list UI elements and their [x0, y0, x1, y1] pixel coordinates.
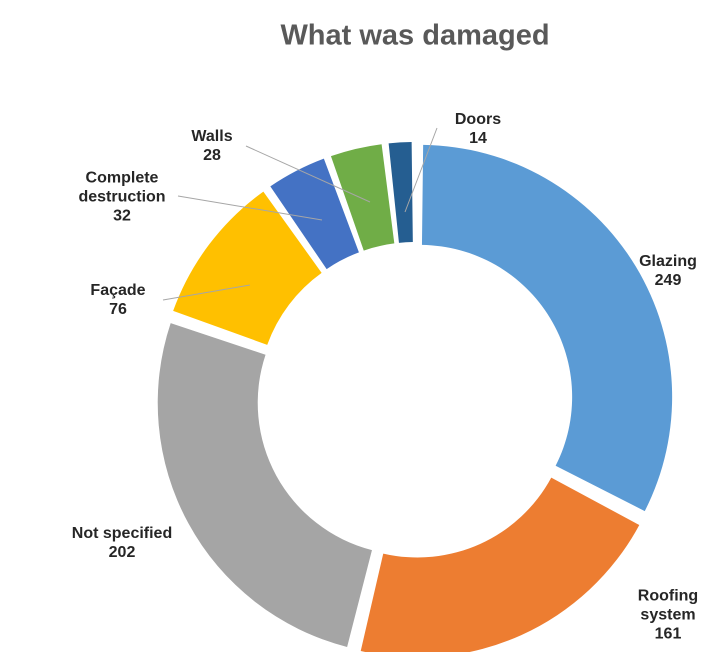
value-label: 14 [469, 130, 487, 147]
leader-line [245, 145, 371, 203]
category-label: Roofing system [637, 587, 699, 624]
category-label: Not specified [71, 525, 173, 542]
data-label: Walls 28 [177, 127, 247, 165]
value-label: 161 [654, 625, 682, 643]
donut-slice [173, 191, 322, 345]
value-label: 28 [203, 147, 221, 164]
donut-slice [360, 477, 640, 652]
category-label: Façade [90, 282, 146, 299]
chart-title: What was damaged [280, 19, 550, 52]
donut-slice [330, 144, 395, 251]
data-label: Complete destruction 32 [62, 169, 182, 226]
donut-slice [270, 158, 359, 270]
category-label: Glazing [639, 253, 697, 270]
donut-slice [388, 142, 413, 243]
category-label: Walls [191, 128, 233, 145]
donut-slice [421, 144, 673, 512]
value-label: 76 [109, 301, 127, 318]
donut-slice [157, 323, 372, 647]
data-label: Roofing system 161 [623, 587, 713, 644]
value-label: 202 [108, 544, 136, 561]
leader-line [177, 195, 323, 221]
data-label: Doors 14 [438, 110, 518, 148]
data-label: Façade 76 [68, 281, 168, 319]
category-label: Complete destruction [78, 169, 166, 206]
data-label: Glazing 249 [623, 252, 713, 290]
value-label: 32 [113, 207, 131, 225]
leader-line [162, 284, 251, 301]
data-label: Not specified 202 [42, 524, 202, 562]
category-label: Doors [454, 111, 502, 128]
value-label: 249 [654, 272, 682, 289]
leader-line [404, 127, 438, 213]
